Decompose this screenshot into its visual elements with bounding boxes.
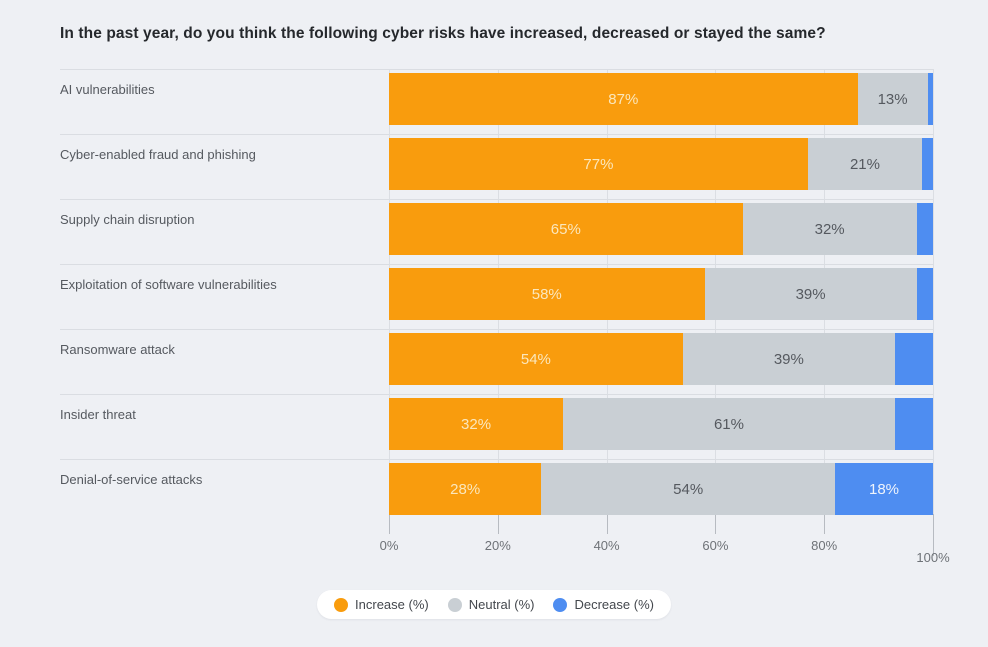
bar-value-label: 58% (531, 285, 562, 303)
bar-area: 65% 32% (389, 200, 933, 264)
bar-value-label: 54% (520, 350, 551, 368)
bar-value-label: 21% (849, 155, 880, 173)
bar-segment-increase[interactable]: 77% (389, 138, 808, 190)
axis-tick (389, 514, 390, 534)
chart-row: Denial-of-service attacks 28% 54% 18% (60, 459, 933, 524)
chart-row: AI vulnerabilities 87% 13% (60, 69, 933, 134)
bar-area: 28% 54% 18% (389, 460, 933, 524)
category-label: Exploitation of software vulnerabilities (60, 277, 277, 292)
bar-area: 54% 39% (389, 330, 933, 394)
chart-row: Cyber-enabled fraud and phishing 77% 21% (60, 134, 933, 199)
bar-value-label: 18% (869, 480, 900, 498)
legend-item-neutral[interactable]: Neutral (%) (447, 597, 535, 612)
bar-segment-decrease[interactable] (916, 203, 933, 255)
bar-value-label: 77% (583, 155, 614, 173)
x-axis: 0% 20% 40% 60% 80% 100% (380, 514, 950, 566)
axis-tick (715, 514, 717, 534)
bar-segment-increase[interactable]: 54% (389, 333, 683, 385)
bar-segment-neutral[interactable]: 61% (563, 398, 895, 450)
chart-rows: AI vulnerabilities 87% 13% Cyber-enabled fr… (60, 69, 933, 524)
stacked-bar: 54% 39% (389, 333, 933, 385)
stacked-bar-chart: AI vulnerabilities 87% 13% Cyber-enabled fr… (60, 69, 950, 566)
stacked-bar: 77% 21% (389, 138, 933, 190)
category-label: Supply chain disruption (60, 212, 195, 227)
bar-value-label: 13% (877, 90, 908, 108)
bar-area: 77% 21% (389, 135, 933, 199)
category-label: Cyber-enabled fraud and phishing (60, 147, 256, 162)
bar-segment-decrease[interactable] (894, 398, 933, 450)
bar-segment-decrease[interactable] (894, 333, 933, 385)
legend-swatch-icon (447, 597, 462, 612)
legend-pill: Increase (%) Neutral (%) Decrease (%) (317, 590, 671, 619)
bar-segment-neutral[interactable]: 39% (704, 268, 917, 320)
chart-row: Supply chain disruption 65% 32% (60, 199, 933, 264)
bar-segment-increase[interactable]: 32% (389, 398, 564, 450)
bar-segment-increase[interactable]: 65% (389, 203, 743, 255)
bar-value-label: 32% (461, 415, 492, 433)
bar-segment-increase[interactable]: 28% (389, 463, 542, 515)
chart-title: In the past year, do you think the follo… (60, 25, 826, 42)
axis-tick-label: 0% (379, 538, 399, 553)
legend-item-decrease[interactable]: Decrease (%) (553, 597, 654, 612)
legend-label: Decrease (%) (574, 597, 654, 612)
axis-tick-label: 80% (811, 538, 838, 553)
legend-label: Increase (%) (355, 597, 429, 612)
axis-tick-label: 100% (916, 550, 950, 565)
category-label: Denial-of-service attacks (60, 472, 203, 487)
bar-segment-neutral[interactable]: 13% (857, 73, 928, 125)
axis-tick-label: 60% (702, 538, 729, 553)
chart-row: Insider threat 32% 61% (60, 394, 933, 459)
axis-tick-label: 40% (593, 538, 620, 553)
axis-tick (824, 514, 826, 534)
gridline (933, 69, 934, 524)
chart-row: Ransomware attack 54% 39% (60, 329, 933, 394)
bar-segment-neutral[interactable]: 39% (682, 333, 895, 385)
bar-segment-decrease[interactable]: 18% (835, 463, 933, 515)
bar-value-label: 28% (450, 480, 481, 498)
axis-tick-label: 20% (484, 538, 511, 553)
stacked-bar: 28% 54% 18% (389, 463, 933, 515)
bar-value-label: 54% (673, 480, 704, 498)
category-label: Ransomware attack (60, 342, 175, 357)
bar-value-label: 39% (795, 285, 826, 303)
legend-swatch-icon (553, 597, 568, 612)
axis-tick (497, 514, 499, 534)
stacked-bar: 32% 61% (389, 398, 933, 450)
bar-segment-decrease[interactable] (916, 268, 933, 320)
axis-tick (606, 514, 608, 534)
legend-item-increase[interactable]: Increase (%) (334, 597, 429, 612)
bar-value-label: 32% (814, 220, 845, 238)
axis-tick (933, 514, 934, 556)
bar-area: 58% 39% (389, 265, 933, 329)
legend-label: Neutral (%) (468, 597, 535, 612)
stacked-bar: 65% 32% (389, 203, 933, 255)
bar-value-label: 87% (608, 90, 639, 108)
bar-segment-increase[interactable]: 58% (389, 268, 705, 320)
bar-value-label: 39% (773, 350, 804, 368)
bar-segment-neutral[interactable]: 54% (541, 463, 836, 515)
bar-area: 32% 61% (389, 395, 933, 459)
bar-segment-increase[interactable]: 87% (389, 73, 858, 125)
legend-swatch-icon (334, 597, 349, 612)
chart-row: Exploitation of software vulnerabilities… (60, 264, 933, 329)
category-label: Insider threat (60, 407, 136, 422)
stacked-bar: 87% 13% (389, 73, 933, 125)
bar-value-label: 61% (713, 415, 744, 433)
bar-value-label: 65% (550, 220, 581, 238)
legend: Increase (%) Neutral (%) Decrease (%) (0, 590, 988, 619)
bar-segment-neutral[interactable]: 21% (807, 138, 923, 190)
category-label: AI vulnerabilities (60, 82, 155, 97)
bar-area: 87% 13% (389, 70, 933, 134)
bar-segment-decrease[interactable] (922, 138, 933, 190)
bar-segment-neutral[interactable]: 32% (742, 203, 917, 255)
bar-segment-decrease[interactable] (927, 73, 933, 125)
stacked-bar: 58% 39% (389, 268, 933, 320)
